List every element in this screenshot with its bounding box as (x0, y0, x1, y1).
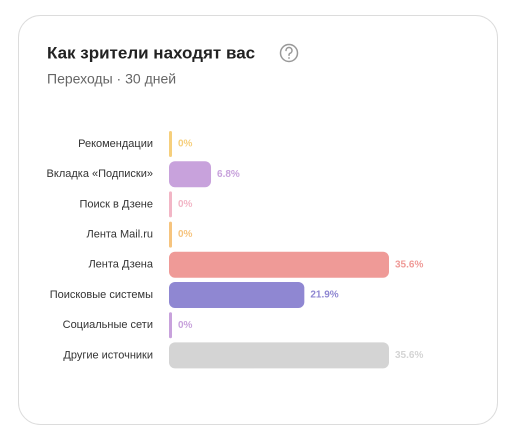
chart-title: Как зрители находят вас (47, 43, 255, 62)
bar (169, 312, 172, 339)
bar (169, 342, 389, 369)
bar (169, 282, 305, 308)
value-label: 0% (178, 199, 193, 210)
value-label: 35.6% (395, 259, 423, 270)
help-icon[interactable] (279, 43, 299, 63)
bar (169, 161, 212, 188)
value-label: 21.9% (310, 290, 338, 301)
card-border (18, 15, 498, 425)
bar (169, 251, 389, 278)
chart-subtitle: Переходы · 30 дней (47, 71, 176, 87)
value-label: 0% (178, 139, 193, 150)
value-label: 6.8% (217, 169, 240, 180)
category-label: Лента Дзена (88, 259, 153, 271)
category-label: Рекомендации (78, 138, 153, 150)
bar (169, 131, 172, 157)
value-label: 0% (178, 320, 193, 331)
category-label: Социальные сети (63, 319, 153, 331)
bar (169, 221, 172, 248)
category-label: Другие источники (63, 349, 153, 361)
value-label: 0% (178, 229, 193, 240)
category-label: Поисковые системы (50, 289, 153, 301)
bar (169, 191, 172, 218)
category-label: Поиск в Дзене (80, 198, 153, 210)
category-label: Лента Mail.ru (86, 229, 153, 241)
category-label: Вкладка «Подписки» (47, 168, 153, 180)
value-label: 35.6% (395, 350, 423, 361)
